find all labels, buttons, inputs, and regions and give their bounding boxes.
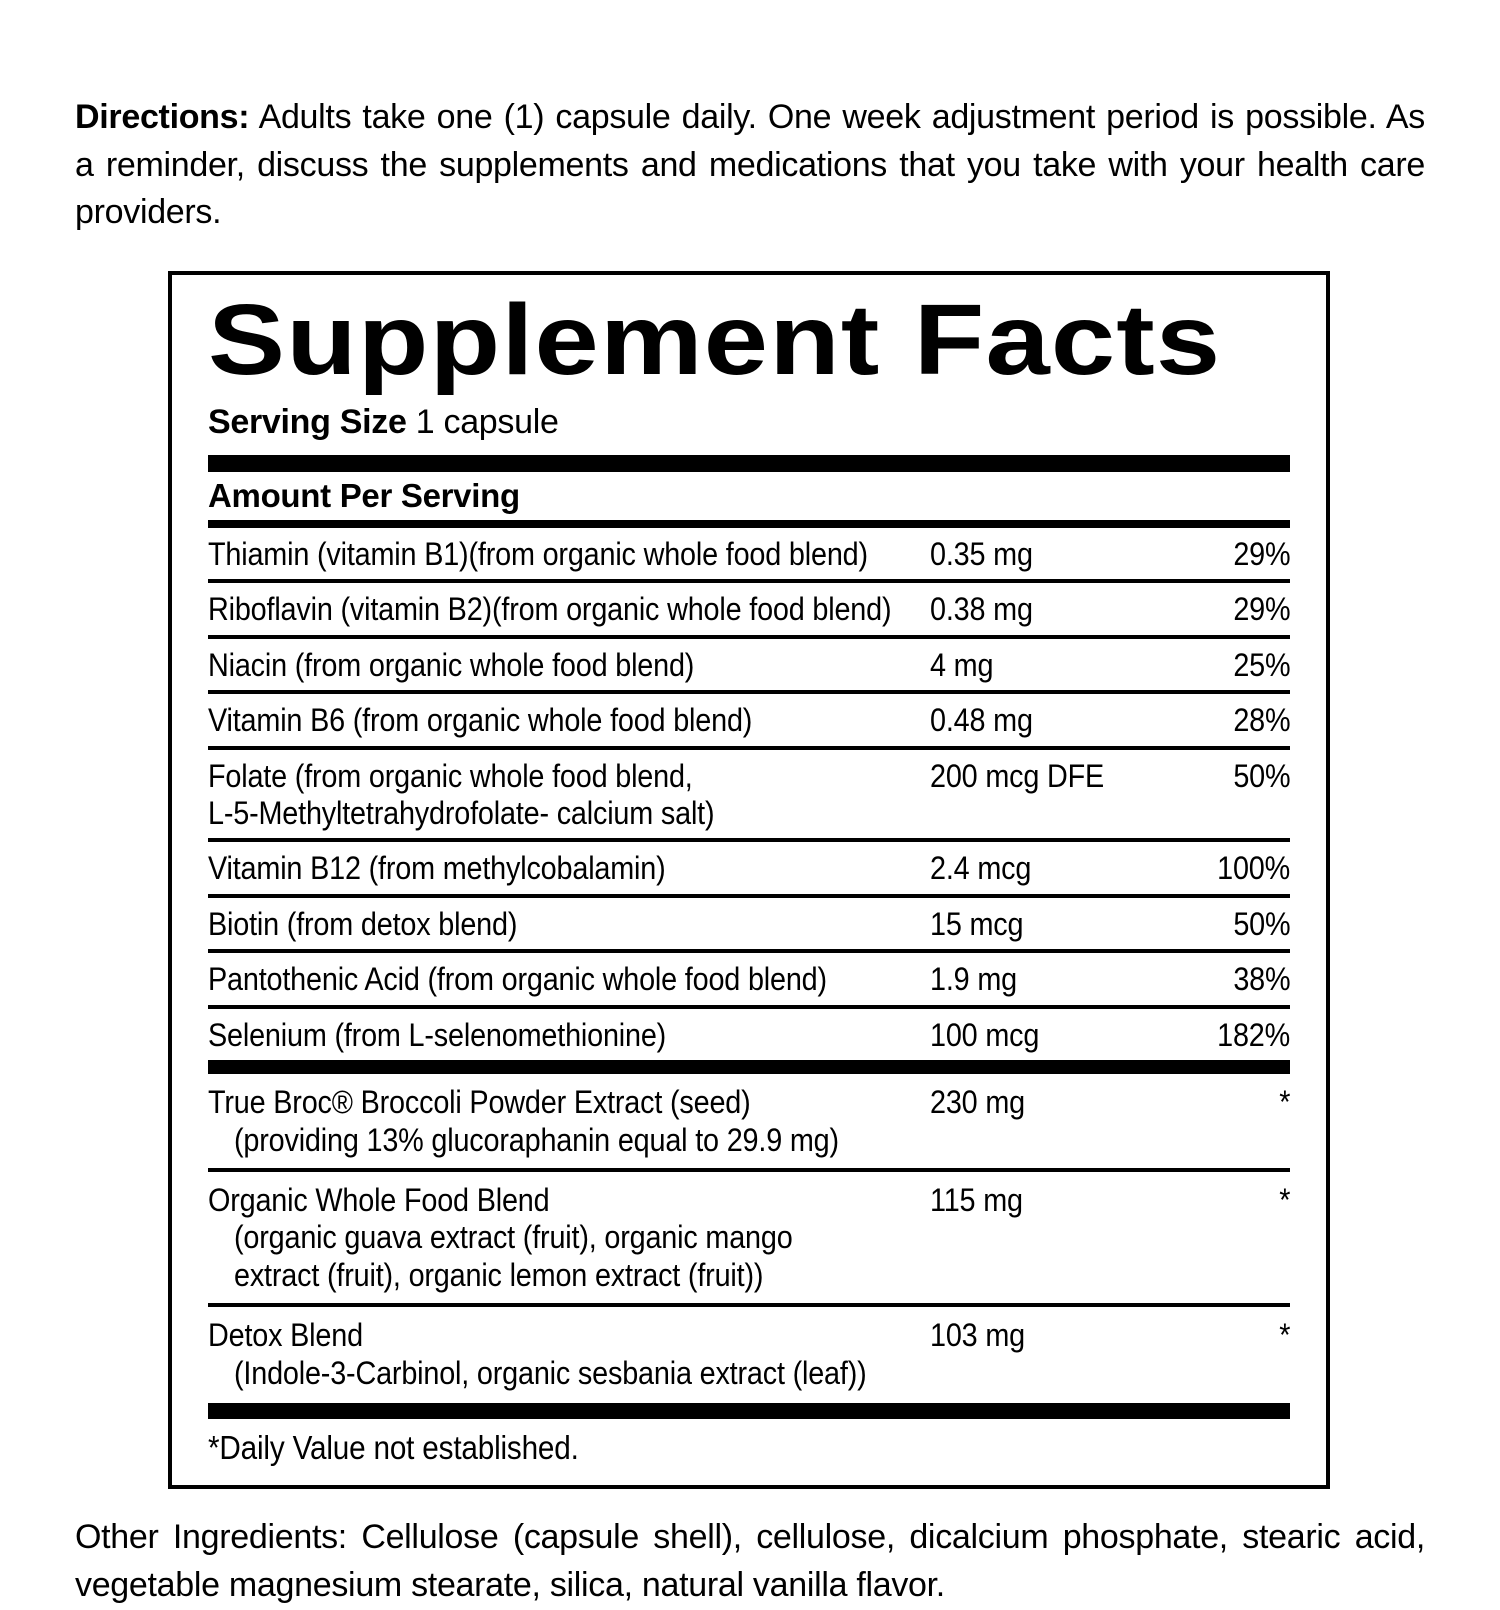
nutrient-daily-value: 50% bbox=[1232, 905, 1290, 942]
blend-name: True Broc® Broccoli Powder Extract (seed… bbox=[208, 1084, 839, 1158]
serving-size-value: 1 capsule bbox=[406, 402, 559, 441]
serving-size-label: Serving Size bbox=[208, 402, 407, 441]
blend-daily-value: * bbox=[1278, 1317, 1290, 1354]
blend-row-true-broc: True Broc® Broccoli Powder Extract (seed… bbox=[208, 1074, 1290, 1173]
nutrient-amount: 4 mg bbox=[930, 646, 994, 683]
nutrient-row-folate: Folate (from organic whole food blend, L-… bbox=[208, 750, 1290, 843]
blend-amount: 103 mg bbox=[930, 1317, 1025, 1354]
blend-name: Organic Whole Food Blend (organic guava e… bbox=[208, 1182, 793, 1293]
blend-amount: 115 mg bbox=[930, 1182, 1023, 1219]
nutrient-name: Selenium (from L-selenomethionine) bbox=[208, 1016, 667, 1053]
nutrient-row-biotin: Biotin (from detox blend) 15 mcg 50% bbox=[208, 898, 1290, 954]
nutrient-name: Riboflavin (vitamin B2)(from organic who… bbox=[208, 591, 892, 628]
nutrient-daily-value: 100% bbox=[1217, 850, 1290, 887]
nutrient-name: Folate (from organic whole food blend, L-… bbox=[208, 757, 715, 831]
nutrient-row-vitamin-b12: Vitamin B12 (from methylcobalamin) 2.4 m… bbox=[208, 842, 1290, 898]
amount-per-serving-header: Amount Per Serving bbox=[208, 476, 520, 514]
nutrient-row-thiamin: Thiamin (vitamin B1)(from organic whole … bbox=[208, 528, 1290, 584]
nutrient-row-riboflavin: Riboflavin (vitamin B2)(from organic who… bbox=[208, 583, 1290, 639]
nutrient-amount: 2.4 mcg bbox=[930, 850, 1032, 887]
blend-row-organic-whole-food: Organic Whole Food Blend (organic guava e… bbox=[208, 1172, 1290, 1308]
nutrient-amount: 15 mcg bbox=[930, 905, 1024, 942]
medium-divider-bar bbox=[208, 519, 1290, 528]
nutrient-name: Thiamin (vitamin B1)(from organic whole … bbox=[208, 535, 868, 572]
nutrient-daily-value: 29% bbox=[1232, 535, 1290, 572]
nutrient-amount: 0.35 mg bbox=[930, 535, 1033, 572]
supplement-facts-panel: Supplement Facts Serving Size 1 capsule … bbox=[168, 270, 1330, 1490]
blend-daily-value: * bbox=[1278, 1084, 1290, 1121]
nutrient-name: Vitamin B6 (from organic whole food blen… bbox=[208, 702, 753, 739]
thick-divider-bar-bottom bbox=[208, 1403, 1290, 1420]
nutrient-name: Pantothenic Acid (from organic whole foo… bbox=[208, 961, 827, 998]
nutrient-row-niacin: Niacin (from organic whole food blend) 4… bbox=[208, 639, 1290, 695]
supplement-facts-title: Supplement Facts bbox=[208, 283, 1222, 396]
nutrient-row-selenium: Selenium (from L-selenomethionine) 100 m… bbox=[208, 1009, 1290, 1060]
nutrient-name: Biotin (from detox blend) bbox=[208, 905, 518, 942]
other-ingredients-paragraph: Other Ingredients: Cellulose (capsule sh… bbox=[75, 1513, 1425, 1610]
directions-label: Directions: bbox=[75, 98, 250, 136]
nutrient-daily-value: 28% bbox=[1232, 702, 1290, 739]
nutrient-daily-value: 38% bbox=[1232, 961, 1290, 998]
nutrient-amount: 1.9 mg bbox=[930, 961, 1017, 998]
nutrient-daily-value: 182% bbox=[1217, 1016, 1290, 1053]
nutrient-amount: 200 mcg DFE bbox=[930, 757, 1105, 794]
nutrient-row-pantothenic-acid: Pantothenic Acid (from organic whole foo… bbox=[208, 953, 1290, 1009]
nutrient-amount: 0.38 mg bbox=[930, 591, 1033, 628]
blend-daily-value: * bbox=[1278, 1182, 1290, 1219]
nutrient-amount: 100 mcg bbox=[930, 1016, 1040, 1053]
thick-divider-bar-top bbox=[208, 454, 1290, 472]
thick-divider-bar-middle bbox=[208, 1060, 1290, 1075]
nutrient-row-vitamin-b6: Vitamin B6 (from organic whole food blen… bbox=[208, 694, 1290, 750]
daily-value-footnote: *Daily Value not established. bbox=[208, 1429, 579, 1467]
nutrient-name: Niacin (from organic whole food blend) bbox=[208, 646, 695, 683]
serving-size-line: Serving Size 1 capsule bbox=[208, 403, 1290, 442]
nutrient-daily-value: 50% bbox=[1232, 757, 1290, 794]
other-ingredients-label: Other Ingredients: bbox=[75, 1518, 347, 1557]
blend-amount: 230 mg bbox=[930, 1084, 1025, 1121]
nutrient-amount: 0.48 mg bbox=[930, 702, 1033, 739]
directions-text: Adults take one (1) capsule daily. One w… bbox=[75, 98, 1425, 232]
directions-paragraph: Directions: Adults take one (1) capsule … bbox=[75, 94, 1425, 237]
nutrient-name: Vitamin B12 (from methylcobalamin) bbox=[208, 850, 666, 887]
nutrient-daily-value: 29% bbox=[1232, 591, 1290, 628]
blend-row-detox: Detox Blend (Indole-3-Carbinol, organic s… bbox=[208, 1307, 1290, 1401]
nutrient-daily-value: 25% bbox=[1232, 646, 1290, 683]
blend-name: Detox Blend (Indole-3-Carbinol, organic s… bbox=[208, 1317, 867, 1391]
